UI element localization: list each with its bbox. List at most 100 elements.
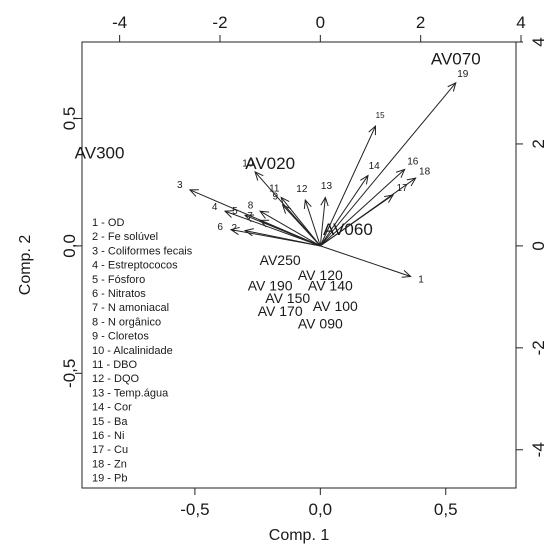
right-tick-label: -2 xyxy=(529,340,548,355)
x-axis-title: Comp. 1 xyxy=(269,527,330,544)
arrow-shaft xyxy=(320,177,416,247)
top-tick-label: 0 xyxy=(316,13,325,32)
loading-arrow-11: 11 xyxy=(269,184,321,247)
legend-item-4: 4 - Estreptococos xyxy=(92,260,178,272)
loading-arrow-12: 12 xyxy=(296,184,321,247)
observation-label: AV 150 xyxy=(265,290,310,306)
arrow-head xyxy=(258,219,270,228)
loading-label: 4 xyxy=(212,202,218,213)
arrow-head xyxy=(229,226,240,236)
loading-arrow-18: 18 xyxy=(320,166,431,247)
arrow-shaft xyxy=(319,125,376,247)
arrow-shaft xyxy=(230,229,321,247)
legend-item-7: 7 - N amoniacal xyxy=(92,302,169,314)
y-tick-label: 0,0 xyxy=(60,234,79,258)
arrow-head xyxy=(360,174,369,185)
arrow-head xyxy=(447,81,457,92)
legend-item-14: 14 - Cor xyxy=(92,402,132,414)
right-tick-label: 2 xyxy=(529,139,548,148)
x-tick-label: 0,0 xyxy=(309,500,333,519)
observation-label: AV 170 xyxy=(258,303,303,319)
arrow-head xyxy=(243,214,255,223)
arrow-head xyxy=(406,177,417,187)
arrow-shaft xyxy=(319,82,457,247)
legend-item-17: 17 - Cu xyxy=(92,444,128,456)
observation-label: AV070 xyxy=(431,49,481,68)
loading-arrow-15: 15 xyxy=(319,111,385,247)
legend-item-11: 11 - DBO xyxy=(92,359,137,371)
variable-legend: 1 - OD 2 - Fe solúvel 3 - Coliformes fecai… xyxy=(92,217,193,485)
legend-item-10: 10 - Alcalinidade xyxy=(92,345,173,357)
x-tick-label: 0,5 xyxy=(434,500,458,519)
observation-label: AV 190 xyxy=(248,277,293,293)
loading-arrow-6: 6 xyxy=(217,222,321,247)
legend-item-19: 19 - Pb xyxy=(92,473,127,485)
arrow-head xyxy=(368,124,377,136)
loading-label: 17 xyxy=(397,183,409,194)
arrow-head xyxy=(223,210,235,218)
loading-label: 13 xyxy=(321,181,333,192)
arrow-head xyxy=(188,189,199,197)
loading-label: 7 xyxy=(247,211,253,222)
arrow-shaft xyxy=(319,197,326,246)
loading-arrow-10: 10 xyxy=(242,158,321,247)
loading-label: 5 xyxy=(232,206,238,217)
loading-arrow-13: 13 xyxy=(319,181,333,246)
observation-label: AV020 xyxy=(245,154,295,173)
top-tick-label: -2 xyxy=(212,13,227,32)
left-axis: -0,5 0,0 0,5 xyxy=(60,107,82,388)
observation-label: AV 100 xyxy=(313,298,358,314)
observation-label: AV300 xyxy=(75,144,125,163)
y-tick-label: -0,5 xyxy=(60,359,79,388)
arrow-shaft xyxy=(259,219,321,247)
legend-item-9: 9 - Cloretos xyxy=(92,331,149,343)
legend-item-18: 18 - Zn xyxy=(92,458,127,470)
arrow-head xyxy=(243,228,254,237)
legend-item-6: 6 - Nitratos xyxy=(92,288,146,300)
y-tick-label: 0,5 xyxy=(60,107,79,131)
legend-item-13: 13 - Temp.água xyxy=(92,387,169,399)
loading-label: 9 xyxy=(272,192,278,203)
arrow-shaft xyxy=(319,175,369,247)
observation-label: AV060 xyxy=(323,220,373,239)
arrow-head xyxy=(401,269,412,278)
loading-arrow-8: 8 xyxy=(248,200,321,247)
loading-label: 16 xyxy=(407,157,419,168)
arrow-head xyxy=(280,196,290,207)
observation-label: AV250 xyxy=(260,252,301,268)
loading-label: 15 xyxy=(376,111,385,120)
arrow-shaft xyxy=(320,245,411,277)
legend-item-16: 16 - Ni xyxy=(92,430,124,442)
loading-label: 6 xyxy=(217,222,223,233)
arrow-head xyxy=(395,168,406,178)
x-tick-label: -0,5 xyxy=(180,500,209,519)
right-tick-label: -4 xyxy=(529,442,548,457)
observation-label: AV 140 xyxy=(308,277,353,293)
legend-item-8: 8 - N orgânico xyxy=(92,316,161,328)
loading-arrow-19: 19 xyxy=(319,69,469,247)
legend-item-5: 5 - Fósforo xyxy=(92,274,145,286)
loading-label: 10 xyxy=(242,158,254,169)
top-tick-label: -4 xyxy=(112,13,127,32)
arrow-head xyxy=(303,198,312,210)
loading-label: 18 xyxy=(419,166,431,177)
arrow-head xyxy=(320,196,329,207)
loading-label: 12 xyxy=(296,184,308,195)
legend-item-1: 1 - OD xyxy=(92,217,124,229)
loading-arrow-16: 16 xyxy=(319,157,419,247)
loading-label: 8 xyxy=(248,200,254,211)
loading-arrow-4: 4 xyxy=(212,202,321,247)
arrow-shaft xyxy=(259,210,321,247)
arrow-head xyxy=(259,210,270,219)
loading-label: 3 xyxy=(177,180,183,191)
right-tick-label: 0 xyxy=(529,241,548,250)
arrow-head xyxy=(384,194,395,203)
arrow-shaft xyxy=(280,197,321,247)
arrow-shaft xyxy=(224,210,321,247)
loading-arrow-1: 1 xyxy=(320,245,424,286)
legend-item-15: 15 - Ba xyxy=(92,416,128,428)
top-axis: -4 -2 0 2 4 xyxy=(112,13,526,42)
